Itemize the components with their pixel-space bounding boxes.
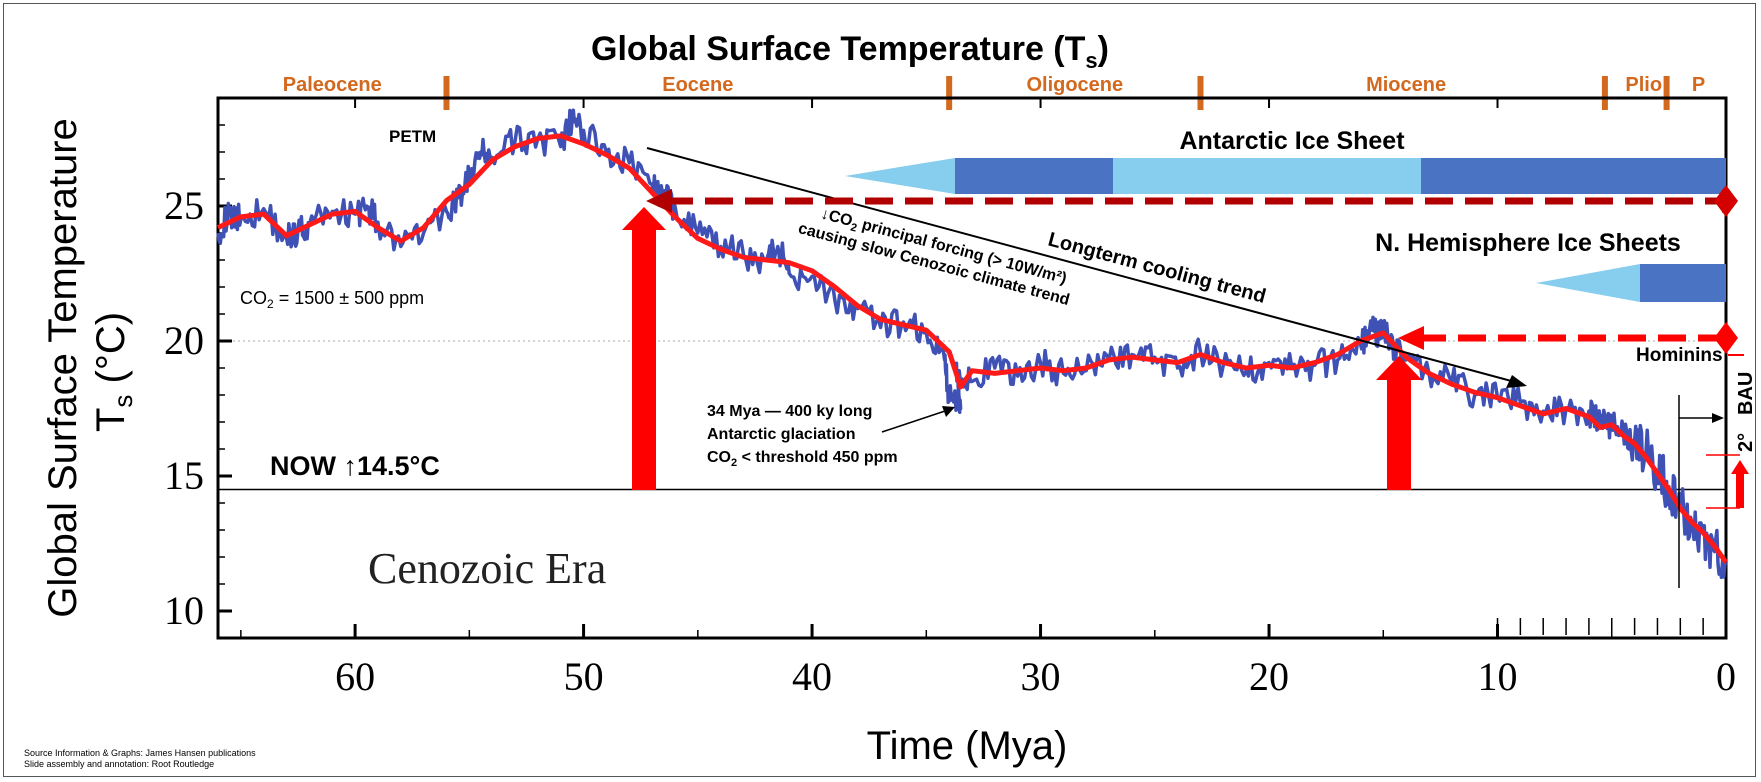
source-line-2: Slide assembly and annotation: Root Rout… [24, 759, 214, 769]
epoch-boundary [1663, 76, 1670, 110]
epoch-boundary [1197, 76, 1204, 110]
y-axis-label-line1: Global Surface Temperature [41, 118, 85, 618]
bau-marker [1706, 354, 1749, 509]
minor-ticks [1496, 618, 1704, 635]
epoch-label-miocene: Miocene [1366, 74, 1446, 96]
dashed-arrow-25c [646, 185, 1738, 217]
chart-title: Global Surface Temperature (Ts) [591, 30, 1109, 73]
antarctic-ice-label: Antarctic Ice Sheet [1179, 127, 1405, 155]
y-axis-label-line2: Ts (°C) [89, 312, 138, 432]
bau-label: BAU [1735, 372, 1757, 415]
source-line-1: Source Information & Graphs: James Hanse… [24, 748, 256, 758]
co2-label: CO2 = 1500 ± 500 ppm [240, 288, 424, 311]
era-label: Cenozoic Era [368, 544, 606, 593]
antarctic-ice-sheet-bar [845, 158, 1726, 194]
nh-ice-sheet-bar [1536, 264, 1726, 302]
x-axis-ticks: 60 50 40 30 20 10 0 [240, 98, 1736, 699]
x-tick-label-50: 50 [564, 654, 604, 699]
svg-text:34 Mya — 400 ky long: 34 Mya — 400 ky long [707, 403, 872, 420]
two-degree-label: 2° [1735, 433, 1757, 452]
epoch-label-paleocene: Paleocene [283, 74, 382, 96]
warming-arrow-miocene [1376, 356, 1422, 490]
epoch-boundary [946, 76, 953, 110]
cooling-trend-arrow [646, 147, 1527, 388]
slide-frame [3, 3, 1756, 777]
y-tick-label-20: 20 [164, 318, 204, 363]
x-tick-label-10: 10 [1478, 654, 1518, 699]
dashed-arrow-20c [1398, 322, 1738, 354]
y-tick-label-10: 10 [164, 588, 204, 633]
petm-label: PETM [389, 127, 436, 146]
x-tick-label-60: 60 [335, 654, 375, 699]
epoch-label-p: P [1692, 74, 1705, 96]
epoch-bar: Paleocene Eocene Oligocene Miocene Plio P [283, 74, 1705, 110]
now-label: NOW ↑14.5°C [270, 451, 440, 481]
hominins-marker [1678, 395, 1724, 588]
hominins-label: Hominins [1636, 345, 1723, 366]
x-tick-label-30: 30 [1021, 654, 1061, 699]
y-tick-label-25: 25 [164, 183, 204, 228]
y-axis-ticks: 10 15 20 25 [164, 97, 232, 639]
svg-text:Antarctic glaciation: Antarctic glaciation [707, 426, 855, 443]
x-tick-label-20: 20 [1249, 654, 1289, 699]
epoch-boundary [443, 76, 450, 110]
x-tick-label-0: 0 [1716, 654, 1736, 699]
epoch-label-eocene: Eocene [662, 74, 733, 96]
warming-arrow-eocene [622, 207, 666, 490]
svg-text:CO2 < threshold 450 ppm: CO2 < threshold 450 ppm [707, 449, 898, 469]
series-smoothed-temperature [216, 133, 1729, 564]
epoch-label-plio: Plio [1625, 74, 1662, 96]
epoch-label-oligocene: Oligocene [1026, 74, 1123, 96]
glaciation-annotation: 34 Mya — 400 ky long Antarctic glaciatio… [707, 403, 955, 469]
reference-lines [218, 340, 1726, 491]
y-tick-label-15: 15 [164, 453, 204, 498]
x-tick-label-40: 40 [792, 654, 832, 699]
series-raw-temperature [216, 108, 1728, 580]
epoch-boundary [1601, 76, 1608, 110]
x-axis-label: Time (Mya) [867, 724, 1068, 768]
cooling-trend-label: Longterm cooling trend [1046, 229, 1268, 308]
nh-ice-label: N. Hemisphere Ice Sheets [1375, 229, 1681, 257]
